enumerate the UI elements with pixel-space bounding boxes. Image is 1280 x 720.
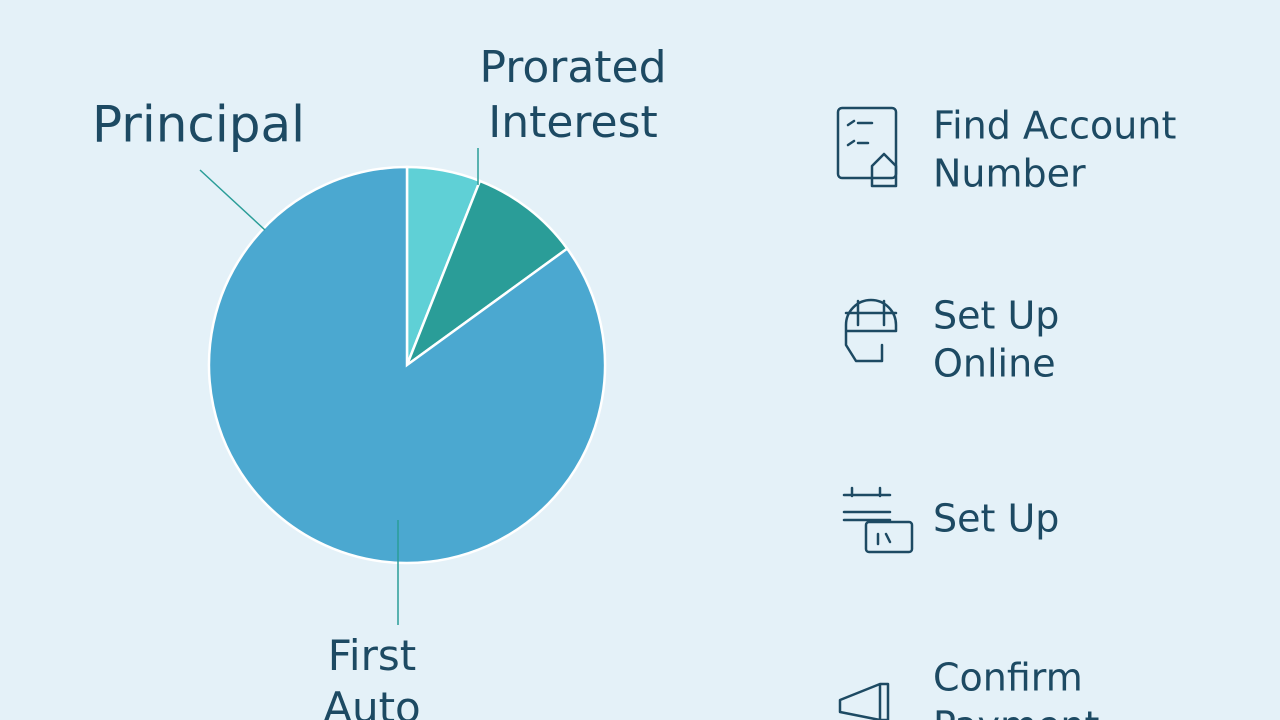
slice-label: Prorated Interest [479,42,666,148]
step-label: Set Up [933,294,1059,338]
step-label: Number [933,152,1086,196]
step-label: Online [933,342,1056,386]
online-icon [844,298,898,363]
leader-line [199,169,266,231]
annotation: First Auto [323,631,421,720]
slice-label: Principal [92,96,305,154]
step-label: Payment [933,704,1099,720]
account-icon [836,106,898,188]
megaphone-icon [838,682,890,720]
step-label: Set Up [933,497,1059,541]
step-label: Find Account [933,104,1176,148]
calendar-icon [842,486,914,554]
step-label: Confirm [933,656,1083,700]
pie-slice [404,179,569,369]
